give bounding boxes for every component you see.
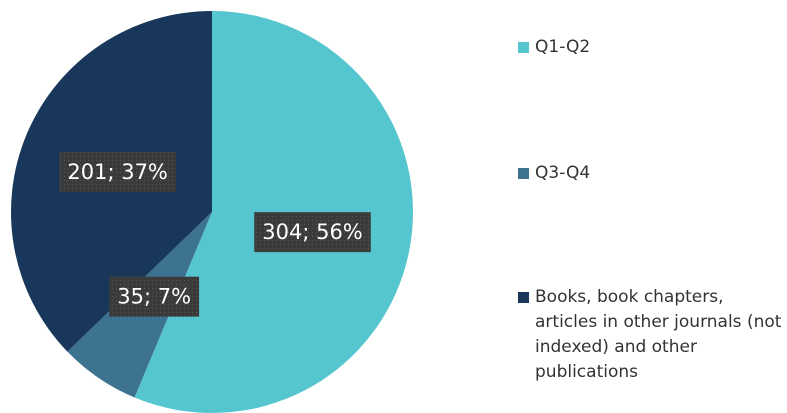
data-label: 201; 37% bbox=[59, 151, 176, 192]
data-label-box bbox=[59, 151, 176, 192]
legend-item: Q1-Q2 bbox=[518, 35, 783, 60]
legend-label: Q1-Q2 bbox=[535, 37, 591, 57]
data-label-text: 201; 37% bbox=[67, 160, 168, 184]
pie-slice bbox=[134, 11, 413, 413]
data-label-box bbox=[254, 212, 371, 253]
legend-label: Q3-Q4 bbox=[535, 163, 591, 183]
legend-item: Q3-Q4 bbox=[518, 161, 783, 186]
legend-item: Books, book chapters, articles in other … bbox=[518, 285, 783, 385]
data-label: 304; 56% bbox=[254, 212, 371, 253]
data-label: 35; 7% bbox=[109, 276, 200, 317]
legend-swatch bbox=[518, 292, 529, 303]
legend-swatch bbox=[518, 42, 529, 53]
legend-label: Books, book chapters, articles in other … bbox=[535, 287, 782, 382]
data-label-box bbox=[109, 276, 200, 317]
legend-swatch bbox=[518, 168, 529, 179]
data-label-text: 304; 56% bbox=[262, 220, 363, 244]
data-label-text: 35; 7% bbox=[117, 285, 191, 309]
